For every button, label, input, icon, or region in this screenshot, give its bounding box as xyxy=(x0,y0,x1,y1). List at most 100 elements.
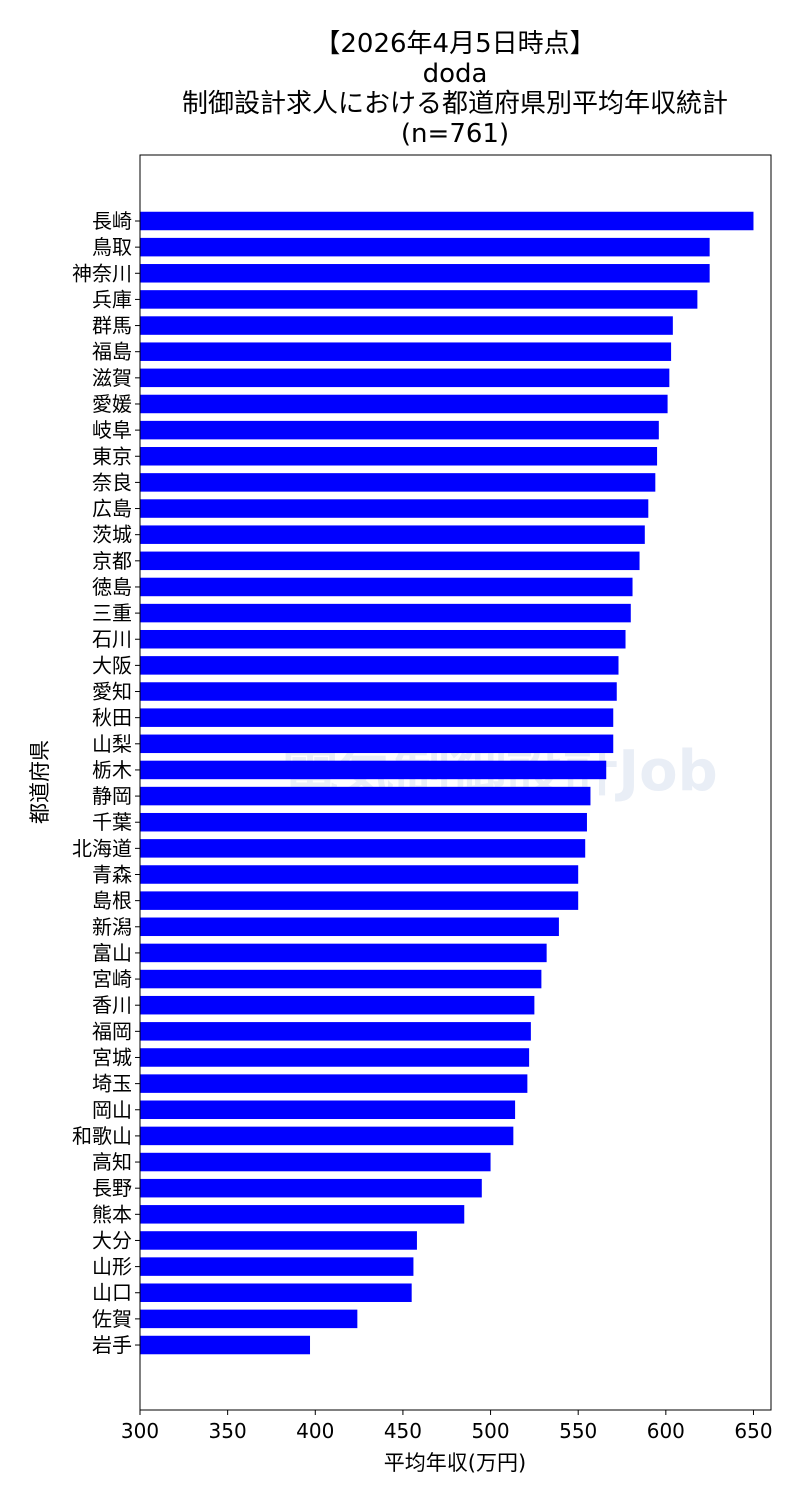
y-tick-labels: 長崎鳥取神奈川兵庫群馬福島滋賀愛媛岐阜東京奈良広島茨城京都徳島三重石川大阪愛知秋… xyxy=(72,209,140,1357)
y-tick-label-4: 群馬 xyxy=(92,314,132,338)
y-tick-label-9: 東京 xyxy=(92,444,132,468)
bar-18 xyxy=(140,682,617,701)
y-tick-label-5: 福島 xyxy=(92,340,132,364)
y-tick-label-18: 愛知 xyxy=(92,680,132,704)
y-tick-label-6: 滋賀 xyxy=(92,366,132,390)
y-tick-label-11: 広島 xyxy=(92,497,132,521)
x-tick-label-4: 500 xyxy=(471,1419,509,1443)
bar-34 xyxy=(140,1100,516,1120)
x-tick-label-6: 600 xyxy=(647,1419,685,1443)
y-tick-label-0: 長崎 xyxy=(92,209,132,233)
bar-22 xyxy=(140,786,591,806)
bar-17 xyxy=(140,656,619,675)
bar-3 xyxy=(140,290,698,309)
bar-26 xyxy=(140,891,579,910)
bar-13 xyxy=(140,551,640,571)
bar-29 xyxy=(140,969,542,989)
bar-24 xyxy=(140,839,586,858)
y-tick-label-32: 宮城 xyxy=(92,1045,132,1069)
x-tick-label-0: 300 xyxy=(121,1419,159,1443)
y-tick-label-29: 宮崎 xyxy=(92,967,132,991)
x-tick-label-5: 550 xyxy=(559,1419,597,1443)
y-tick-label-40: 山形 xyxy=(92,1255,132,1279)
bar-14 xyxy=(140,577,633,597)
bar-0 xyxy=(140,211,754,231)
bar-33 xyxy=(140,1074,528,1093)
bar-27 xyxy=(140,917,559,937)
y-tick-label-13: 京都 xyxy=(92,549,132,573)
y-tick-label-3: 兵庫 xyxy=(92,287,132,311)
y-tick-label-15: 三重 xyxy=(92,601,132,625)
x-tick-label-3: 450 xyxy=(384,1419,422,1443)
bar-28 xyxy=(140,943,547,963)
title-line-3: 制御設計求人における都道府県別平均年収統計 xyxy=(182,89,728,119)
title-line-1: 【2026年4月5日時点】 xyxy=(314,29,595,59)
x-ticks: 300 350 400 450 500 550 600 650 xyxy=(121,1410,773,1443)
bar-series xyxy=(140,211,754,1355)
title-line-2: doda xyxy=(423,59,488,89)
title-line-4: (n=761) xyxy=(401,119,509,149)
y-tick-label-22: 静岡 xyxy=(92,784,132,808)
y-tick-label-20: 山梨 xyxy=(92,732,132,756)
bar-21 xyxy=(140,760,607,780)
plot-frame xyxy=(139,154,772,1411)
y-tick-label-28: 富山 xyxy=(92,941,132,965)
bar-30 xyxy=(140,995,535,1015)
bar-43 xyxy=(140,1335,311,1355)
y-tick-label-8: 岐阜 xyxy=(92,418,132,442)
bar-15 xyxy=(140,603,631,623)
bar-2 xyxy=(140,264,710,283)
y-tick-label-31: 福岡 xyxy=(92,1019,132,1043)
y-tick-label-12: 茨城 xyxy=(92,523,132,547)
bar-20 xyxy=(140,734,614,754)
bar-11 xyxy=(140,499,649,518)
bar-35 xyxy=(140,1126,514,1146)
y-tick-label-21: 栃木 xyxy=(92,758,132,782)
bar-41 xyxy=(140,1283,412,1302)
bar-7 xyxy=(140,394,668,414)
y-tick-label-19: 秋田 xyxy=(92,706,132,730)
y-tick-label-38: 熊本 xyxy=(92,1202,132,1226)
x-tick-label-1: 350 xyxy=(209,1419,247,1443)
y-tick-label-17: 大阪 xyxy=(92,653,132,677)
bar-4 xyxy=(140,316,673,335)
y-tick-label-37: 長野 xyxy=(92,1176,132,1200)
bar-40 xyxy=(140,1257,414,1276)
bar-23 xyxy=(140,812,587,832)
y-tick-label-43: 岩手 xyxy=(92,1333,132,1357)
bar-19 xyxy=(140,708,614,727)
bar-5 xyxy=(140,342,672,361)
y-tick-label-33: 埼玉 xyxy=(92,1072,132,1096)
y-tick-label-16: 石川 xyxy=(92,627,132,651)
bar-1 xyxy=(140,237,710,257)
y-tick-label-10: 奈良 xyxy=(92,470,132,494)
y-tick-label-14: 徳島 xyxy=(92,575,132,599)
bar-36 xyxy=(140,1152,491,1172)
bar-6 xyxy=(140,368,670,388)
y-axis-label: 都道府県 xyxy=(28,740,52,824)
y-tick-label-42: 佐賀 xyxy=(92,1307,132,1331)
y-tick-label-26: 島根 xyxy=(92,889,132,913)
y-tick-label-35: 和歌山 xyxy=(72,1124,132,1148)
bar-10 xyxy=(140,473,656,492)
y-tick-label-2: 神奈川 xyxy=(72,261,132,285)
y-tick-label-39: 大分 xyxy=(92,1228,132,1252)
chart-title: 【2026年4月5日時点】 doda 制御設計求人における都道府県別平均年収統計… xyxy=(182,29,728,149)
y-tick-label-1: 鳥取 xyxy=(92,235,132,259)
y-tick-label-24: 北海道 xyxy=(72,836,132,860)
bar-42 xyxy=(140,1309,358,1329)
bar-8 xyxy=(140,420,659,440)
x-axis-label: 平均年収(万円) xyxy=(384,1451,526,1475)
y-tick-label-23: 千葉 xyxy=(92,810,132,834)
bar-31 xyxy=(140,1022,531,1041)
x-tick-label-2: 400 xyxy=(296,1419,334,1443)
y-tick-label-25: 青森 xyxy=(92,863,132,887)
bar-38 xyxy=(140,1205,465,1224)
y-tick-label-30: 香川 xyxy=(92,993,132,1017)
bar-32 xyxy=(140,1048,530,1067)
y-tick-label-7: 愛媛 xyxy=(92,392,132,416)
bar-12 xyxy=(140,525,645,544)
y-tick-label-41: 山口 xyxy=(92,1281,132,1305)
y-tick-label-36: 高知 xyxy=(92,1150,132,1174)
